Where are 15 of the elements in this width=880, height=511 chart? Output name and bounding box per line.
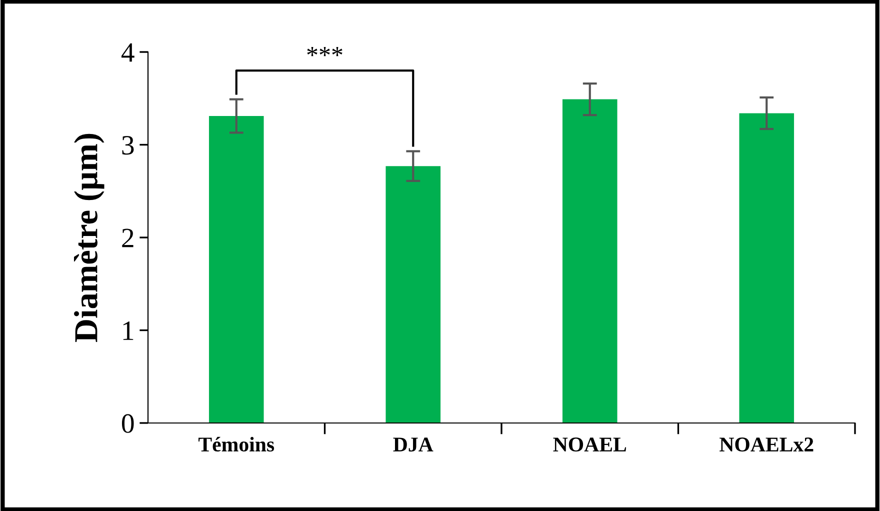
x-tick-label: Témoins — [198, 436, 274, 452]
x-tick-label: DJA — [393, 438, 434, 452]
y-axis-title: Diamètre (µm) — [74, 134, 104, 342]
y-tick-label: 2 — [122, 228, 134, 248]
y-tick-label: 3 — [122, 136, 134, 155]
annotation: *** — [307, 47, 342, 56]
y-tick-label: 1 — [123, 322, 134, 340]
bar — [562, 99, 618, 423]
y-tick-label: 4 — [121, 43, 134, 62]
bar — [386, 166, 441, 423]
bar — [208, 116, 264, 423]
x-tick-label: NOAEL — [553, 438, 626, 452]
x-tick-label: NOAELx2 — [720, 438, 814, 452]
bar — [739, 113, 794, 423]
y-tick-label: 0 — [122, 414, 134, 433]
